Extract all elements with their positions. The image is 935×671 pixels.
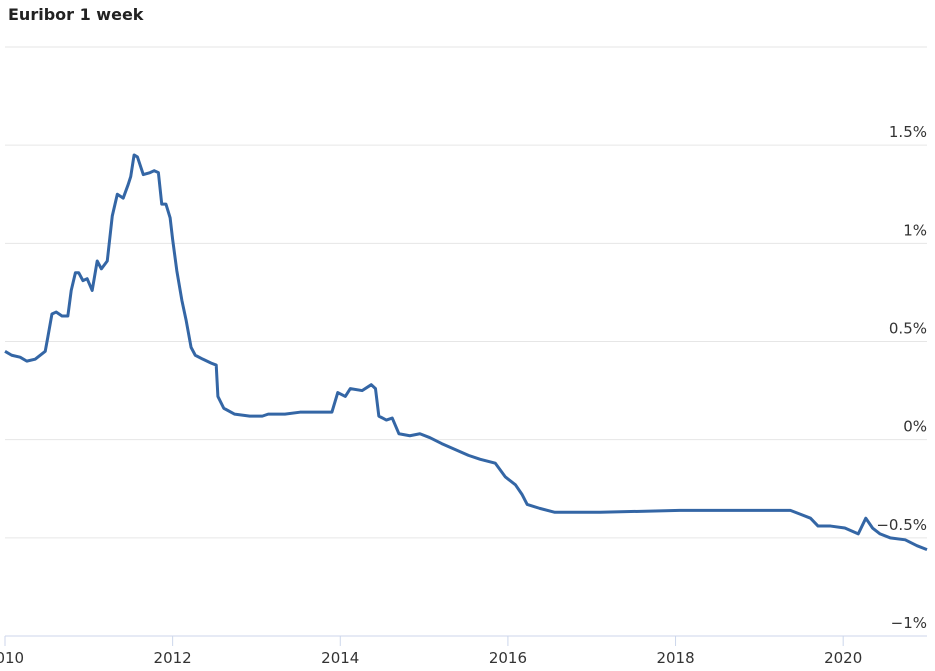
x-tick-label: 2020 [824,649,862,667]
data-line [4,153,928,552]
y-tick-label: −1% [891,614,927,632]
y-tick-label: −0.5% [876,516,927,534]
x-tick-label: 2018 [656,649,694,667]
x-tick-label: 2014 [321,649,359,667]
y-tick-label: 0.5% [889,320,927,338]
x-tick-label: 2012 [154,649,192,667]
y-tick-label: 1% [903,221,927,239]
x-tick-label: 2010 [0,649,24,667]
y-tick-label: 1.5% [889,123,927,141]
chart-title: Euribor 1 week [8,5,144,24]
x-tick-label: 2016 [489,649,527,667]
y-tick-label: 0% [903,418,927,436]
